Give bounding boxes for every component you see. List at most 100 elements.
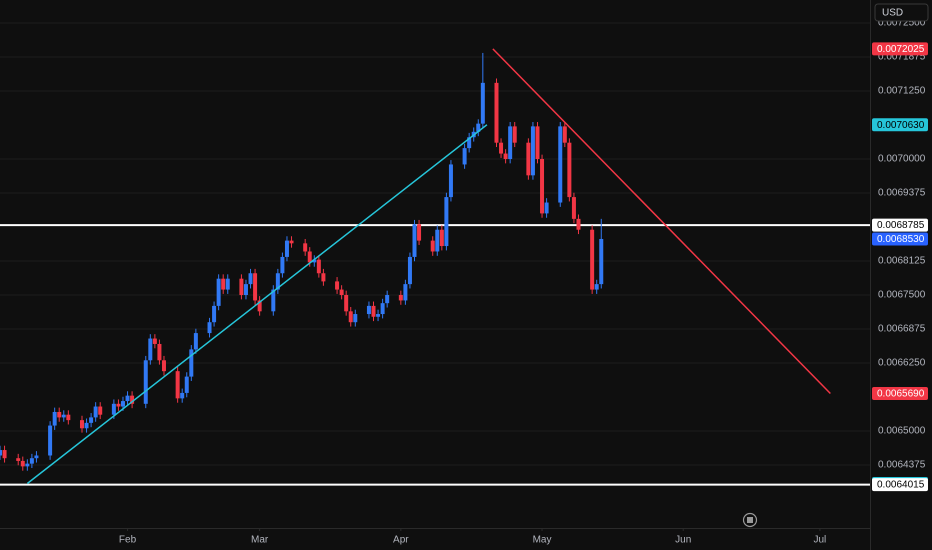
candle-body — [508, 126, 513, 160]
candle-body — [462, 148, 467, 165]
candle-body — [512, 126, 517, 143]
candle-body — [2, 450, 7, 459]
candle-body — [243, 284, 248, 296]
currency: USD — [882, 8, 903, 19]
price-label: 0.0064015 — [877, 480, 925, 491]
icon-circle — [742, 512, 758, 528]
plot-area — [0, 48, 870, 486]
candle-body — [16, 458, 21, 461]
candle-body — [476, 123, 481, 132]
candle-body — [125, 395, 130, 402]
candle-body — [111, 403, 116, 415]
trend-line — [26, 124, 488, 485]
candle-body — [216, 278, 221, 306]
candle-body — [348, 311, 353, 323]
y-tick-label: 0.0066250 — [878, 358, 926, 369]
candle-body — [20, 460, 25, 467]
y-tick-label: 0.0066875 — [878, 324, 926, 335]
candle-body — [34, 455, 39, 459]
candle-body — [289, 240, 294, 244]
candle-body — [567, 142, 572, 198]
candle-body — [271, 289, 276, 312]
axes: 0.0072500 0.0071875 0.0071250 0.0070000 0.00… — [119, 18, 928, 546]
candle-body — [57, 411, 62, 418]
price-label-badge — [872, 386, 928, 400]
candle-body — [180, 392, 185, 399]
currency-box[interactable] — [874, 3, 929, 22]
candle-body — [503, 153, 508, 160]
candle-body — [207, 322, 212, 334]
x-tick-label: Apr — [393, 535, 409, 546]
candle-body — [184, 376, 189, 393]
candle-body — [212, 305, 217, 323]
candle-body — [52, 411, 57, 426]
candle-body — [307, 251, 312, 263]
candle-body — [376, 314, 381, 317]
price-label: 0.0072025 — [877, 44, 925, 55]
candle-body — [148, 338, 153, 361]
candle-body — [120, 401, 125, 407]
candle-body — [93, 406, 98, 418]
candle-body — [61, 414, 66, 418]
candle-body — [280, 256, 285, 274]
candle-body — [143, 360, 148, 404]
trend-line — [492, 48, 831, 394]
price-label: 0.0068530 — [877, 234, 925, 245]
candle-body — [253, 273, 258, 301]
price-label-badge — [872, 478, 928, 492]
x-tick-label: Mar — [251, 535, 269, 546]
price-label-badge — [872, 218, 928, 232]
candle-body — [29, 458, 34, 464]
candle-body — [571, 197, 576, 219]
candle-body — [494, 82, 499, 143]
x-tick-label: Feb — [119, 535, 137, 546]
candle-body — [535, 126, 540, 160]
candle-body — [193, 333, 198, 350]
candle-body — [540, 159, 545, 214]
y-tick-label: 0.0069375 — [878, 188, 926, 199]
candle-body — [189, 349, 194, 377]
candle-body — [48, 425, 53, 456]
candle-body — [544, 202, 549, 214]
y-tick-label: 0.0065000 — [878, 426, 926, 437]
candle-body — [353, 314, 358, 323]
candle-body — [335, 281, 340, 290]
candle-body — [344, 295, 349, 312]
candle-body — [599, 238, 604, 285]
candle-body — [275, 273, 280, 290]
y-tick-label: 0.0068125 — [878, 256, 926, 267]
candle-body — [562, 126, 567, 143]
candle-body — [284, 240, 289, 257]
candle-body — [152, 338, 157, 344]
icon-glyph — [747, 517, 753, 523]
candle-body — [439, 229, 444, 247]
candle-body — [576, 218, 581, 230]
price-label-badge — [872, 232, 928, 246]
y-tick-label: 0.0071250 — [878, 86, 926, 97]
candle-body — [371, 305, 376, 317]
candle-body — [526, 142, 531, 176]
x-tick-label: Jun — [675, 535, 691, 546]
y-tick-label: 0.0071875 — [878, 52, 926, 63]
y-tick-label: 0.0067500 — [878, 290, 926, 301]
candle-body — [316, 259, 321, 274]
candle-body — [366, 305, 371, 315]
candle-body — [430, 240, 435, 252]
candle-body — [480, 82, 485, 124]
candle-body — [248, 273, 253, 285]
candle-body — [558, 126, 563, 203]
candle-body — [303, 243, 308, 252]
candle-body — [257, 300, 262, 312]
replay-icon[interactable] — [742, 512, 758, 528]
candle-body — [403, 284, 408, 301]
candle-body — [385, 295, 390, 304]
candle-body — [25, 463, 30, 467]
y-tick-label: 0.0064375 — [878, 460, 926, 471]
candle-body — [312, 259, 317, 263]
candle-body — [417, 224, 422, 241]
candle-body — [175, 371, 180, 399]
y-tick-label: 0.0072500 — [878, 18, 926, 29]
candle-body — [221, 278, 226, 290]
